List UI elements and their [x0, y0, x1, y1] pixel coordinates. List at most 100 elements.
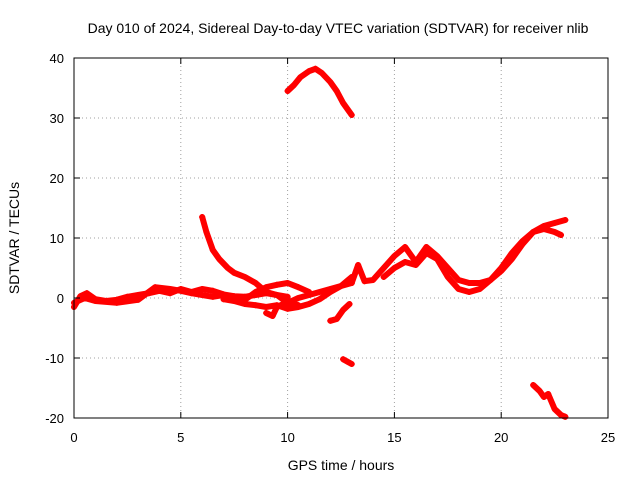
data-point [81, 295, 88, 301]
data-point [391, 265, 398, 271]
data-point [224, 265, 231, 271]
data-point [327, 79, 334, 85]
data-point [402, 259, 409, 265]
data-point [340, 307, 347, 313]
data-point [545, 391, 552, 397]
grid [74, 58, 608, 418]
data-point [252, 302, 259, 309]
data-point [412, 262, 419, 268]
data-point [487, 277, 494, 283]
data-point [297, 74, 304, 81]
data-point [209, 247, 216, 253]
data-point [284, 280, 291, 286]
data-point [423, 244, 430, 250]
data-point [280, 301, 287, 307]
data-point [530, 382, 537, 388]
data-point [327, 317, 334, 324]
data-point [348, 280, 355, 286]
data-point [380, 265, 387, 271]
data-point [508, 250, 515, 256]
data-point [305, 292, 312, 298]
data-point [203, 229, 210, 235]
data-point [318, 70, 325, 76]
x-axis-label: GPS time / hours [288, 457, 395, 473]
y-tick-label: 20 [50, 171, 64, 186]
data-point [519, 238, 526, 244]
data-point [551, 406, 558, 412]
data-point [455, 277, 462, 283]
data-point [361, 278, 368, 285]
data-point [291, 82, 298, 88]
data-point [434, 256, 441, 262]
data-point [340, 100, 347, 106]
data-point [252, 289, 259, 295]
data-point [167, 286, 174, 292]
data-point [295, 295, 302, 301]
data-point [530, 229, 537, 235]
data-point [273, 292, 280, 298]
data-point [316, 289, 323, 295]
data-point [536, 388, 543, 394]
data-point [344, 358, 351, 365]
data-point [466, 280, 473, 286]
data-point [540, 394, 547, 400]
x-tick-label: 0 [70, 430, 77, 445]
data-point [284, 293, 291, 300]
data-point [562, 413, 569, 420]
data-point [92, 298, 99, 304]
data-point [333, 316, 340, 322]
data-point [295, 284, 302, 291]
data-point [83, 290, 90, 297]
data-point [466, 289, 473, 295]
data-point [558, 412, 565, 418]
data-point [188, 290, 195, 297]
series-arc-6 [284, 65, 355, 118]
data-point [199, 214, 206, 220]
ticks: 0 5 10 15 20 25 -20 -10 0 10 20 30 40 [45, 51, 615, 445]
data-point [558, 232, 565, 238]
y-tick-label: 40 [50, 51, 64, 66]
data-point [348, 361, 355, 367]
data-point [231, 298, 238, 304]
data-point [269, 313, 276, 319]
data-point [391, 253, 398, 259]
x-tick-label: 15 [387, 430, 401, 445]
data-point [177, 287, 184, 294]
data-point [209, 293, 216, 300]
x-tick-label: 25 [601, 430, 615, 445]
data-point [273, 304, 280, 310]
data-point [370, 277, 377, 283]
data-point [135, 296, 142, 303]
series-arc-3 [199, 214, 302, 309]
data-point [444, 274, 451, 280]
data-point [498, 265, 505, 271]
y-tick-label: 10 [50, 231, 64, 246]
y-tick-label: -10 [45, 351, 64, 366]
data-point [209, 287, 216, 294]
x-tick-label: 20 [494, 430, 508, 445]
data-point [231, 269, 238, 276]
y-axis-label: SDTVAR / TECUs [6, 182, 22, 294]
data-point [562, 217, 569, 223]
data-point [316, 296, 323, 303]
data-point [348, 112, 355, 118]
data-point [476, 286, 483, 292]
data-point [113, 299, 120, 306]
data-point [402, 244, 409, 250]
data-point [263, 304, 270, 310]
data-point [305, 68, 312, 75]
data-point [340, 356, 347, 363]
data-point [355, 262, 362, 268]
data-point [476, 280, 483, 286]
data-point [241, 274, 248, 280]
data-point [327, 286, 334, 292]
data-point [455, 286, 462, 292]
y-tick-label: -20 [45, 411, 64, 426]
data-point [241, 301, 248, 307]
y-tick-label: 30 [50, 111, 64, 126]
data-point [338, 283, 344, 289]
data-point [199, 286, 206, 292]
chart-title: Day 010 of 2024, Sidereal Day-to-day VTE… [88, 20, 589, 36]
data-point [312, 65, 319, 72]
